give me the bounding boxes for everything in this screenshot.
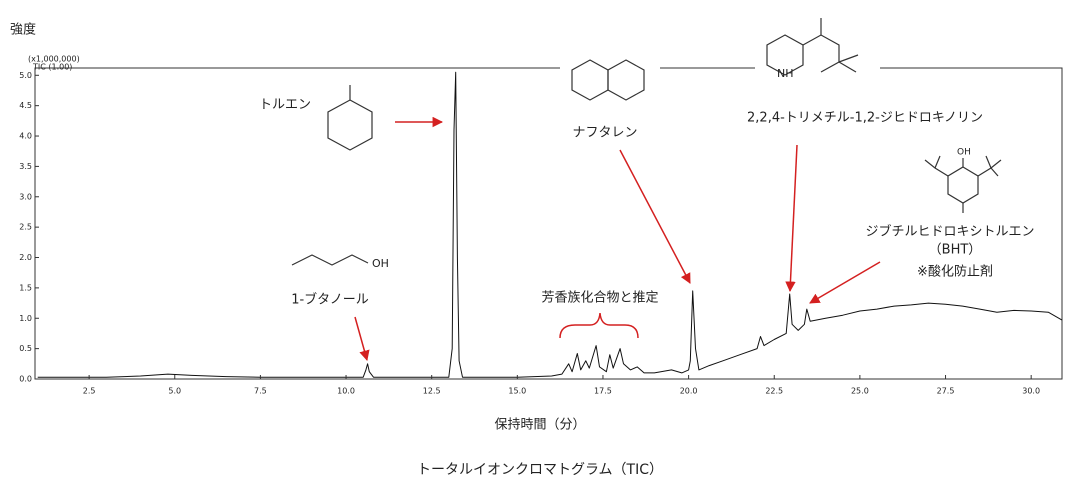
bond <box>838 61 857 73</box>
arrow <box>809 261 881 304</box>
x-tick-label: 12.5 <box>423 387 441 396</box>
arrow <box>785 144 798 293</box>
bond <box>924 159 949 177</box>
annotation: 1-ブタノール <box>291 292 369 308</box>
x-tick-label: 17.5 <box>594 387 612 396</box>
x-tick-label: 15.0 <box>508 387 526 396</box>
structures: OH NH OH <box>291 10 1002 270</box>
x-tick-label: 2.5 <box>83 387 96 396</box>
structure-label: NH <box>777 67 794 80</box>
caption: トータルイオンクロマトグラム（TIC） <box>417 462 663 478</box>
structure-label: OH <box>372 257 389 270</box>
y-tick-label: 1.0 <box>19 314 32 323</box>
x-tick-label: 25.0 <box>851 387 869 396</box>
bond <box>990 167 999 177</box>
arrows <box>354 116 881 362</box>
x-tick-label: 10.0 <box>337 387 355 396</box>
series-label: TIC (1.00) <box>32 63 72 72</box>
y-tick-label: 4.5 <box>19 101 32 110</box>
y-tick-label: 3.0 <box>19 192 32 201</box>
quin-ring <box>802 34 840 73</box>
bond <box>838 54 859 63</box>
structure-label: OH <box>957 148 971 158</box>
arrow <box>354 316 370 362</box>
toluene-ring <box>327 99 373 151</box>
naph-ring <box>607 59 645 101</box>
annotation: ジブチルヒドロキシトルエン <box>865 224 1034 240</box>
x-tick-label: 30.0 <box>1022 387 1040 396</box>
y-tick-label: 2.5 <box>19 223 32 232</box>
annotation: ※酸化防止剤 <box>917 264 993 280</box>
y-tick-label: 3.5 <box>19 162 32 171</box>
y-unit: (x1,000,000) <box>28 55 80 64</box>
bht-ring <box>947 166 979 204</box>
annotation: 芳香族化合物と推定 <box>541 290 658 306</box>
y-axis-label: 強度 <box>10 22 36 38</box>
brace <box>559 312 639 339</box>
mask <box>755 10 880 90</box>
x-tick-label: 20.0 <box>680 387 698 396</box>
y-tick-label: 0.5 <box>19 344 32 353</box>
x-axis-label: 保持時間（分） <box>494 418 585 433</box>
y-tick-label: 4.0 <box>19 132 32 141</box>
x-tick-label: 7.5 <box>254 387 267 396</box>
trace-layer <box>37 71 1063 378</box>
y-tick-label: 5.0 <box>19 71 32 80</box>
bond <box>977 159 1002 177</box>
bond <box>934 155 941 169</box>
y-tick-label: 1.5 <box>19 283 32 292</box>
x-tick-label: 27.5 <box>937 387 955 396</box>
butanol-chain <box>291 254 369 266</box>
bond <box>985 155 992 169</box>
annotation: ナフタレン <box>572 126 637 141</box>
annotation: 2,2,4-トリメチル-1,2-ジヒドロキノリン <box>747 111 983 126</box>
annotation: トルエン <box>259 98 311 113</box>
trace <box>37 71 1063 378</box>
annotation: （BHT） <box>929 243 982 258</box>
plot-frame <box>34 67 1063 380</box>
arrow <box>619 149 691 284</box>
y-tick-label: 2.0 <box>19 253 32 262</box>
y-tick-label: 0.0 <box>19 375 32 384</box>
x-tick-label: 5.0 <box>168 387 181 396</box>
x-tick-label: 22.5 <box>765 387 783 396</box>
